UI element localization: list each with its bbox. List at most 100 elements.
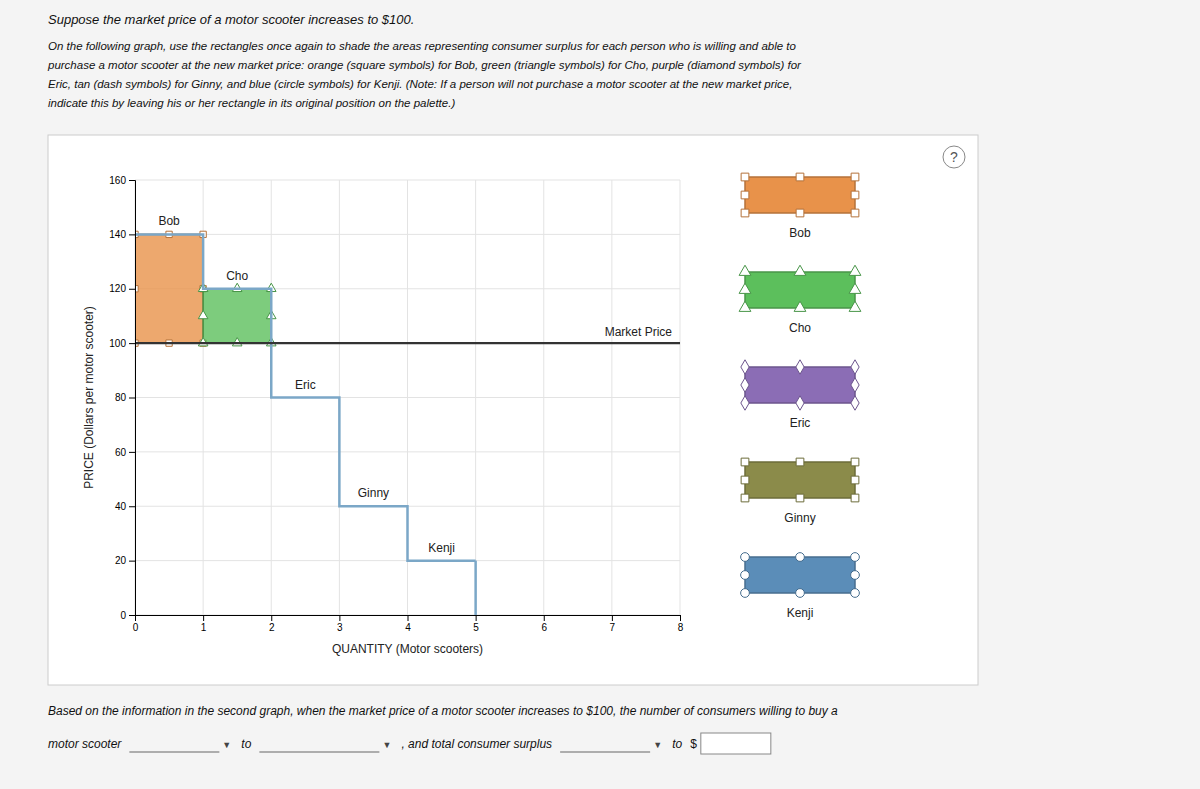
palette-marker[interactable] [849, 265, 861, 275]
surplus-rect [203, 289, 271, 343]
answer-input[interactable] [701, 733, 771, 754]
tick-mark [544, 615, 545, 621]
palette-item[interactable]: Bob [741, 173, 859, 240]
help-icon[interactable]: ? [950, 149, 958, 165]
palette-marker[interactable] [739, 283, 751, 293]
palette-item[interactable]: Eric [741, 360, 859, 430]
palette-marker[interactable] [741, 378, 749, 392]
palette-marker[interactable] [796, 589, 805, 598]
palette-marker[interactable] [741, 396, 749, 410]
dropdown-underline[interactable] [129, 752, 219, 753]
dropdown-arrow[interactable]: ▼ [222, 740, 231, 750]
palette-marker[interactable] [796, 173, 804, 181]
palette-rect[interactable] [745, 177, 855, 213]
palette-marker[interactable] [851, 191, 859, 199]
dropdown-arrow[interactable]: ▼ [382, 740, 391, 750]
palette-item[interactable]: Kenji [741, 553, 860, 620]
palette-marker[interactable] [851, 209, 859, 217]
dropdown-underline[interactable] [259, 752, 379, 753]
palette-marker[interactable] [851, 378, 859, 392]
footer-text: , and total consumer surplus [401, 737, 552, 751]
tick: 120 [109, 283, 135, 294]
palette-marker[interactable] [741, 476, 749, 484]
palette-marker[interactable] [794, 301, 806, 311]
palette-marker[interactable] [741, 589, 750, 598]
tick-mark [129, 561, 135, 562]
palette-marker[interactable] [739, 265, 751, 275]
palette-rect[interactable] [745, 557, 855, 593]
tick: 160 [109, 175, 135, 186]
tick: 60 [115, 447, 135, 458]
dropdown[interactable]: ▼ [259, 740, 391, 752]
footer-text: Based on the information in the second g… [48, 704, 838, 718]
palette-marker[interactable] [796, 553, 805, 562]
market-price-line [135, 342, 680, 344]
tick-label: 40 [115, 501, 127, 512]
palette-marker[interactable] [741, 209, 749, 217]
tick: 7 [610, 615, 616, 633]
person-label: Cho [226, 269, 248, 283]
palette-marker[interactable] [794, 265, 806, 275]
tick-label: 60 [115, 447, 127, 458]
palette-marker[interactable] [851, 553, 860, 562]
instructions-line: Eric, tan (dash symbols) for Ginny, and … [48, 78, 792, 90]
tick: 100 [109, 338, 135, 349]
dropdown[interactable]: ▼ [129, 740, 231, 752]
palette-marker[interactable] [741, 173, 749, 181]
grid-line [680, 180, 681, 615]
help-circle[interactable] [943, 146, 965, 168]
instructions: On the following graph, use the rectangl… [47, 40, 802, 109]
palette-label: Kenji [787, 606, 814, 620]
demand-curve [135, 234, 476, 560]
palette-marker[interactable] [849, 301, 861, 311]
palette-marker[interactable] [796, 396, 804, 410]
palette-marker[interactable] [739, 301, 751, 311]
palette-marker[interactable] [851, 476, 859, 484]
palette-marker[interactable] [851, 396, 859, 410]
surplus-marker [232, 283, 242, 291]
tick: 0 [133, 615, 139, 633]
dropdown-arrow[interactable]: ▼ [653, 740, 662, 750]
tick: 80 [115, 392, 135, 403]
palette-marker[interactable] [849, 283, 861, 293]
palette-marker[interactable] [741, 360, 749, 374]
palette-label: Ginny [784, 511, 815, 525]
palette-marker[interactable] [741, 458, 749, 466]
palette-marker[interactable] [741, 191, 749, 199]
palette-item[interactable]: Ginny [741, 458, 859, 525]
help-button[interactable]: ? [943, 146, 965, 168]
tick-mark [129, 343, 135, 344]
palette-marker[interactable] [796, 360, 804, 374]
tick-label: 7 [610, 622, 616, 633]
tick-mark [129, 398, 135, 399]
tick-mark [271, 615, 272, 621]
page: Suppose the market price of a motor scoo… [0, 0, 1200, 789]
palette-marker[interactable] [741, 571, 750, 580]
palette-marker[interactable] [796, 494, 804, 502]
footer-text: motor scooter [48, 737, 122, 751]
palette-marker[interactable] [851, 494, 859, 502]
palette-marker[interactable] [851, 173, 859, 181]
palette-marker[interactable] [851, 589, 860, 598]
tick-mark [612, 615, 613, 621]
surplus-marker [232, 338, 242, 346]
palette-marker[interactable] [796, 458, 804, 466]
y-axis-title: PRICE (Dollars per motor scooter) [82, 306, 96, 489]
tick-label: 3 [337, 622, 343, 633]
footer-text: to [241, 737, 251, 751]
tick-label: 2 [269, 622, 275, 633]
palette-marker[interactable] [851, 458, 859, 466]
palette-marker[interactable] [741, 553, 750, 562]
palette-marker[interactable] [851, 571, 860, 580]
tick-mark [129, 180, 135, 181]
tick-mark [339, 615, 340, 621]
tick: 40 [115, 501, 135, 512]
dropdown-underline[interactable] [560, 752, 650, 753]
dropdown[interactable]: ▼ [560, 740, 662, 752]
palette-rect[interactable] [745, 462, 855, 498]
palette-marker[interactable] [796, 209, 804, 217]
person-label: Ginny [358, 486, 389, 500]
palette-marker[interactable] [851, 360, 859, 374]
palette-item[interactable]: Cho [739, 265, 861, 335]
palette-marker[interactable] [741, 494, 749, 502]
